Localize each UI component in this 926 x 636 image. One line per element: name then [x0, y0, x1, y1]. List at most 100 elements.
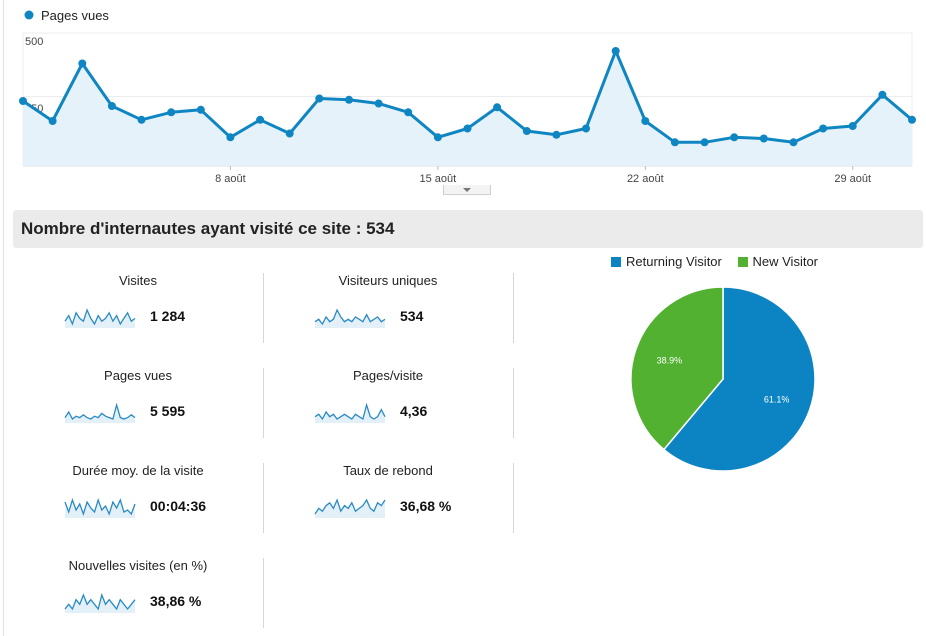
pie-slice-label: 38.9% [657, 356, 683, 366]
data-point [226, 133, 235, 142]
sparkline-line [314, 308, 386, 326]
data-point [433, 133, 442, 142]
legend-item-new[interactable]: New Visitor [737, 254, 819, 269]
visitor-type-pie-chart: 61.1% 38.9% [630, 286, 816, 472]
data-point [78, 59, 87, 68]
pie-slice [630, 286, 724, 451]
x-tick-label: 15 août [420, 173, 457, 185]
metric-sparkline [64, 497, 136, 518]
x-tick-label: 22 août [627, 173, 664, 185]
metric-value: 00:04:36 [150, 498, 207, 514]
x-tick-label: 29 août [834, 173, 871, 185]
metric-label: Taux de rebond [343, 463, 433, 478]
legend-label-returning: Returning Visitor [626, 254, 722, 269]
metric-tile[interactable]: Visiteurs uniques 534 [263, 273, 513, 343]
legend-item-returning[interactable]: Returning Visitor [611, 254, 722, 269]
metric-label: Visites [118, 273, 158, 288]
data-point [256, 115, 265, 124]
metric-separator [263, 368, 264, 438]
metric-value: 5 595 [150, 403, 186, 419]
metric-value: 36,68 % [400, 498, 452, 514]
pie-legend: Returning Visitor New Visitor [611, 254, 830, 270]
data-point [463, 124, 472, 133]
legend-swatch-returning [611, 256, 621, 267]
sparkline-area [315, 310, 385, 328]
legend-label-new: New Visitor [752, 254, 819, 269]
metric-separator [263, 463, 264, 533]
metric-label: Durée moy. de la visite [72, 463, 204, 478]
series-area [23, 51, 912, 166]
data-point [48, 117, 57, 125]
data-point [582, 124, 590, 133]
metric-label: Nouvelles visites (en %) [68, 558, 208, 573]
metric-label: Pages/visite [352, 368, 424, 383]
metric-separator [263, 558, 264, 628]
sparkline-line [314, 402, 386, 421]
data-point [167, 108, 176, 117]
metric-sparkline [64, 402, 136, 423]
data-point [552, 130, 561, 139]
metric-tile[interactable]: Visites 1 284 [13, 273, 263, 343]
data-point [315, 94, 324, 103]
data-point [611, 47, 620, 55]
data-point [878, 90, 887, 99]
y-tick-label: 500 [25, 36, 43, 48]
data-point [908, 115, 916, 124]
metric-sparkline [64, 308, 136, 328]
data-point [641, 117, 650, 125]
resize-handle[interactable] [443, 185, 491, 195]
data-point [730, 133, 739, 142]
sparkline-area [315, 500, 385, 518]
metric-tile[interactable]: Durée moy. de la visite 00:04:36 [13, 463, 263, 533]
data-point [789, 138, 798, 147]
data-point [700, 138, 709, 147]
sparkline-line [64, 497, 136, 517]
summary-title: Nombre d'internautes ayant visité ce sit… [13, 210, 923, 248]
legend-label: Pages vues [41, 8, 109, 23]
sparkline-area [65, 500, 135, 518]
data-point [522, 127, 531, 135]
data-point [19, 97, 27, 105]
metric-separator [513, 463, 514, 533]
pie-slice-label: 61.1% [764, 395, 790, 405]
data-point [374, 99, 383, 108]
metric-value: 534 [400, 308, 424, 324]
data-point [345, 95, 353, 104]
sparkline-area [65, 405, 135, 423]
metric-label: Visiteurs uniques [338, 273, 438, 288]
left-border [3, 0, 4, 636]
metric-sparkline [314, 308, 386, 328]
metric-sparkline [314, 402, 386, 423]
data-point [107, 102, 116, 110]
metric-separator [263, 273, 264, 343]
metric-tile[interactable]: Pages vues 5 595 [13, 368, 263, 438]
data-point [196, 105, 205, 114]
data-point [285, 129, 294, 138]
sparkline-line [314, 498, 386, 515]
data-point [137, 115, 146, 124]
data-point [819, 124, 828, 133]
metric-tile[interactable]: Pages/visite 4,36 [263, 368, 513, 438]
metric-value: 4,36 [400, 403, 428, 419]
metric-separator [513, 273, 514, 343]
metric-value: 38,86 % [150, 593, 202, 609]
metric-value: 1 284 [150, 308, 186, 324]
metric-tile[interactable]: Taux de rebond 36,68 % [263, 463, 513, 533]
data-point [759, 134, 768, 143]
metric-sparkline [314, 498, 386, 518]
sparkline-line [64, 402, 136, 420]
data-point [848, 122, 857, 130]
data-point [670, 138, 679, 147]
legend-marker [24, 10, 34, 20]
sparkline-line [64, 592, 136, 611]
pie-slice [662, 286, 816, 472]
metric-label: Pages vues [104, 368, 172, 383]
sparkline-line [64, 308, 136, 326]
chart-legend: Pages vues [24, 8, 109, 23]
data-point [404, 108, 413, 117]
x-tick-label: 8 août [215, 173, 246, 185]
metric-tile[interactable]: Nouvelles visites (en %) 38,86 % [13, 558, 263, 628]
data-point [493, 103, 502, 112]
metric-separator [513, 368, 514, 438]
